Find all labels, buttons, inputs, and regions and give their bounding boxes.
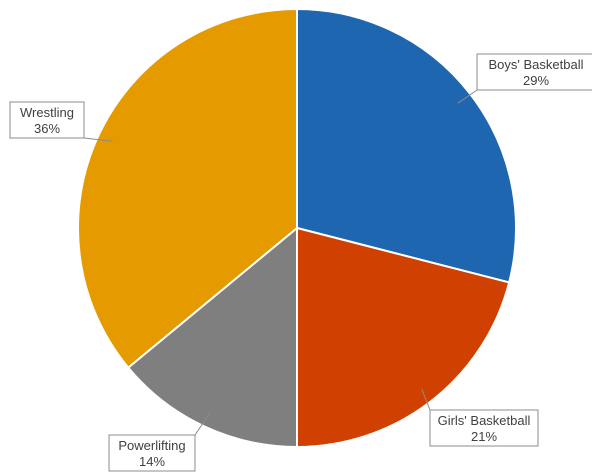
pie-slice-girls-basketball	[296, 226, 511, 449]
callout-box	[108, 434, 196, 472]
slice-label: Powerlifting	[118, 438, 185, 453]
pie-slice-boys-basketball	[296, 7, 517, 284]
callout-leader	[194, 412, 211, 436]
callout-leader	[83, 137, 113, 142]
slice-value-label: 29%	[523, 73, 549, 88]
slice-label: Girls' Basketball	[438, 413, 531, 428]
slices-layer	[77, 7, 517, 449]
slice-value-label: 36%	[34, 121, 60, 136]
callout-box	[476, 53, 592, 91]
slice-label: Boys' Basketball	[489, 57, 584, 72]
slice-label: Wrestling	[20, 105, 74, 120]
slice-value-label: 14%	[139, 454, 165, 469]
callout-box	[9, 101, 85, 139]
pie-slice-wrestling	[77, 7, 298, 370]
callout-leader	[421, 388, 431, 411]
pie-slice-powerlifting	[126, 225, 298, 449]
callout-box	[429, 409, 539, 447]
callout-leader	[457, 89, 478, 104]
slice-value-label: 21%	[471, 429, 497, 444]
